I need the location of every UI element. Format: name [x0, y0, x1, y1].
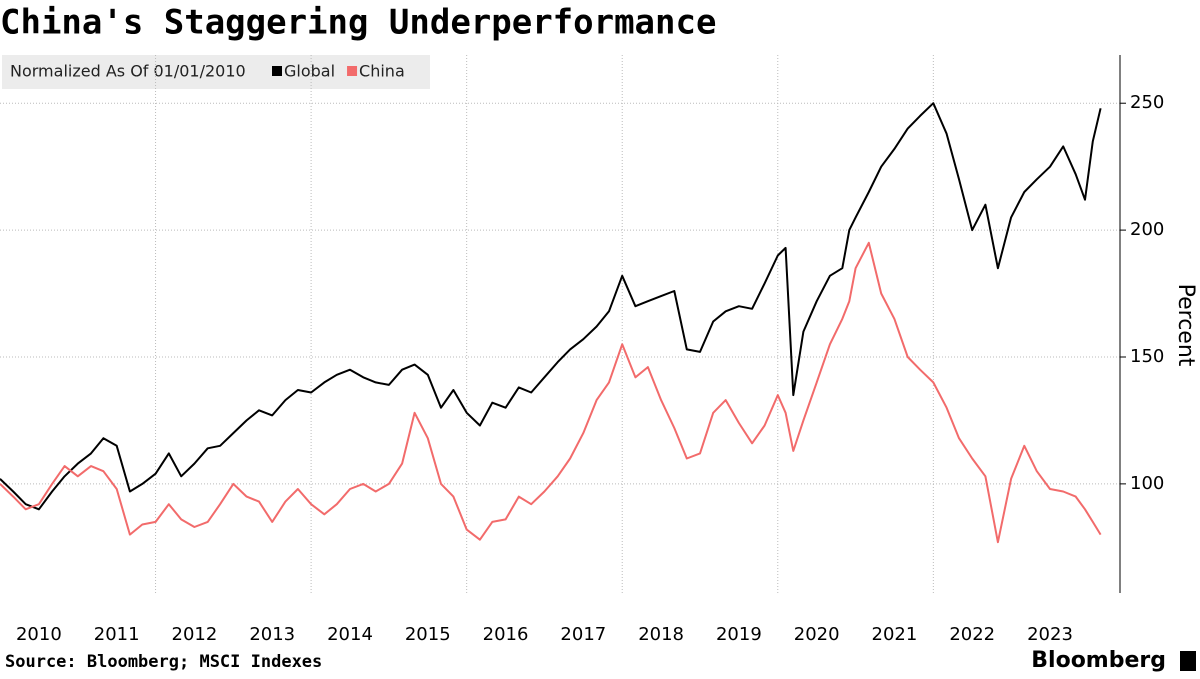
x-tick-label: 2022 [949, 624, 995, 645]
x-tick-label: 2021 [872, 624, 918, 645]
x-tick-label: 2016 [483, 624, 529, 645]
series-line [0, 241, 1102, 544]
legend-label: China [359, 62, 405, 81]
x-tick-label: 2015 [405, 624, 451, 645]
legend-swatch [272, 66, 282, 76]
x-tick-label: 2010 [16, 624, 62, 645]
y-axis-label: Percent [1173, 284, 1198, 367]
x-tick-label: 2014 [327, 624, 373, 645]
chart-title: China's Staggering Underperformance [0, 3, 716, 43]
source: Source: Bloomberg; MSCI Indexes [5, 652, 322, 672]
legend-box [2, 55, 430, 89]
series-line [0, 102, 1102, 511]
brand: Bloomberg [1031, 648, 1166, 673]
x-tick-label: 2023 [1027, 624, 1073, 645]
brand-icon [1180, 651, 1196, 671]
x-tick-label: 2019 [716, 624, 762, 645]
y-tick-label: 100 [1130, 473, 1164, 494]
x-tick-label: 2011 [94, 624, 140, 645]
y-tick-label: 150 [1130, 346, 1164, 367]
legend-swatch [347, 66, 358, 76]
x-tick-label: 2018 [638, 624, 684, 645]
y-tick-label: 250 [1130, 92, 1164, 113]
x-tick-label: 2020 [794, 624, 840, 645]
legend-label: Global [284, 62, 335, 81]
x-tick-label: 2013 [249, 624, 295, 645]
x-tick-label: 2017 [560, 624, 606, 645]
legend-title: Normalized As Of 01/01/2010 [10, 62, 246, 81]
x-tick-label: 2012 [172, 624, 218, 645]
y-tick-label: 200 [1130, 219, 1164, 240]
